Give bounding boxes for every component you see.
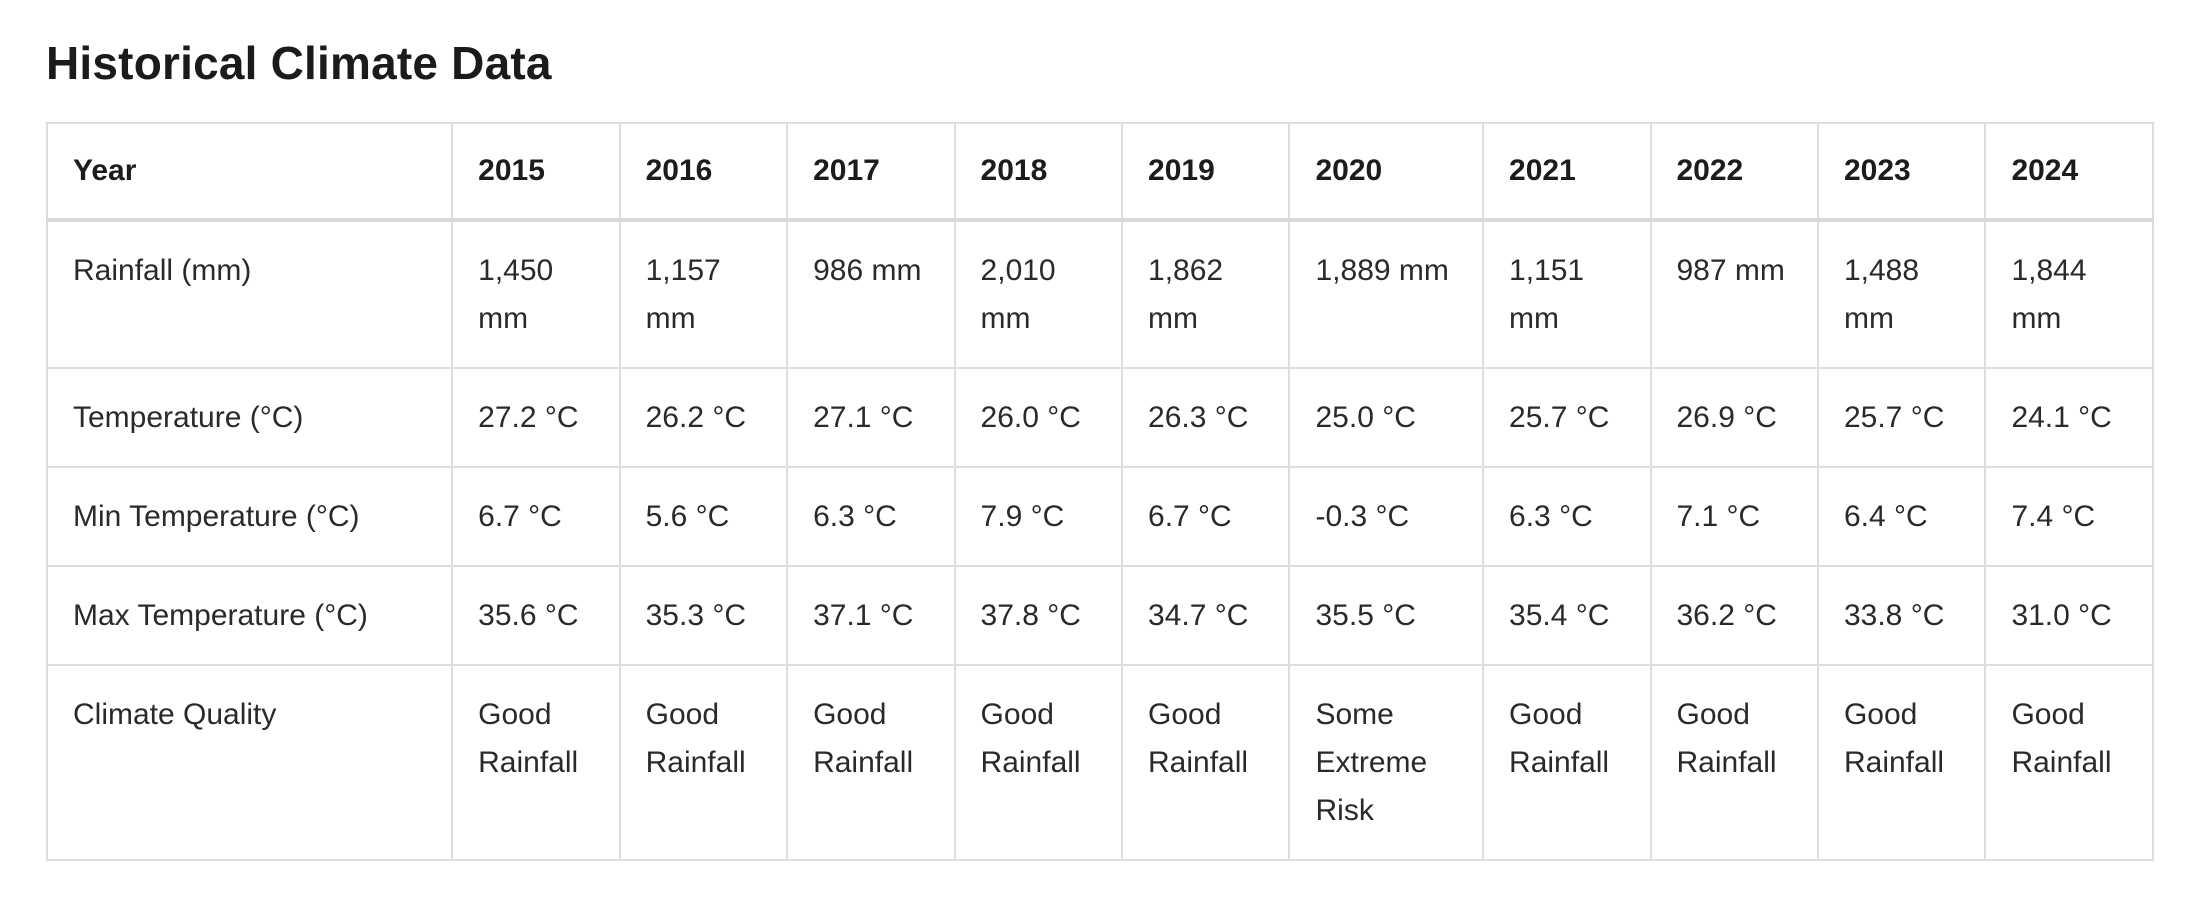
table-cell: 26.3 °C bbox=[1121, 367, 1291, 468]
table-cell: 987 mm bbox=[1649, 219, 1819, 369]
table-cell: 25.7 °C bbox=[1482, 367, 1652, 468]
column-header: 2021 bbox=[1482, 122, 1652, 221]
table-cell: 37.8 °C bbox=[953, 565, 1124, 666]
column-header: 2022 bbox=[1649, 122, 1819, 221]
column-header: 2020 bbox=[1288, 122, 1485, 221]
table-cell: 6.4 °C bbox=[1816, 466, 1987, 567]
table-cell: 1,488 mm bbox=[1816, 219, 1987, 369]
table-cell: Good Rainfall bbox=[1984, 664, 2154, 861]
table-cell: 27.1 °C bbox=[786, 367, 956, 468]
table-cell: Good Rainfall bbox=[1482, 664, 1652, 861]
column-header: 2017 bbox=[786, 122, 956, 221]
column-header: 2024 bbox=[1984, 122, 2154, 221]
table-cell: -0.3 °C bbox=[1288, 466, 1485, 567]
table-cell: 35.4 °C bbox=[1482, 565, 1652, 666]
table-cell: 1,844 mm bbox=[1984, 219, 2154, 369]
table-cell: 1,889 mm bbox=[1288, 219, 1485, 369]
table-cell: 37.1 °C bbox=[786, 565, 956, 666]
table-cell: 1,450 mm bbox=[451, 219, 621, 369]
table-cell: 1,151 mm bbox=[1482, 219, 1652, 369]
table-cell: 5.6 °C bbox=[618, 466, 789, 567]
table-cell: 6.7 °C bbox=[1121, 466, 1291, 567]
table-cell: 36.2 °C bbox=[1649, 565, 1819, 666]
table-cell: Good Rainfall bbox=[618, 664, 789, 861]
table-cell: 6.3 °C bbox=[786, 466, 956, 567]
table-cell: Some Extreme Risk bbox=[1288, 664, 1485, 861]
table-cell: 27.2 °C bbox=[451, 367, 621, 468]
table-cell: 31.0 °C bbox=[1984, 565, 2154, 666]
table-cell: 6.7 °C bbox=[451, 466, 621, 567]
table-cell: 7.4 °C bbox=[1984, 466, 2154, 567]
table-cell: Good Rainfall bbox=[1121, 664, 1291, 861]
table-cell: 7.9 °C bbox=[953, 466, 1124, 567]
page: Historical Climate Data Year 2015 2016 2017… bbox=[45, 37, 2154, 861]
column-header: 2015 bbox=[451, 122, 621, 221]
table-cell: 7.1 °C bbox=[1649, 466, 1819, 567]
table-cell: 35.3 °C bbox=[618, 565, 789, 666]
column-header: 2019 bbox=[1121, 122, 1291, 221]
table-cell: 986 mm bbox=[786, 219, 956, 369]
table-row: Min Temperature (°C) 6.7 °C 5.6 °C 6.3 °C 7.… bbox=[45, 466, 2154, 567]
table-cell: 26.2 °C bbox=[618, 367, 789, 468]
table-row: Rainfall (mm) 1,450 mm 1,157 mm 986 mm 2,010… bbox=[45, 219, 2154, 369]
column-header: 2016 bbox=[618, 122, 789, 221]
table-cell: 34.7 °C bbox=[1121, 565, 1291, 666]
table-cell: 35.6 °C bbox=[451, 565, 621, 666]
table-row: Temperature (°C) 27.2 °C 26.2 °C 27.1 °C 26.… bbox=[45, 367, 2154, 468]
table-cell: 1,157 mm bbox=[618, 219, 789, 369]
table-cell: Good Rainfall bbox=[1649, 664, 1819, 861]
table-cell: 26.9 °C bbox=[1649, 367, 1819, 468]
row-label: Climate Quality bbox=[45, 664, 454, 861]
table-cell: Good Rainfall bbox=[451, 664, 621, 861]
table-cell: Good Rainfall bbox=[1816, 664, 1987, 861]
table-cell: Good Rainfall bbox=[786, 664, 956, 861]
table-row: Max Temperature (°C) 35.6 °C 35.3 °C 37.1 °… bbox=[45, 565, 2154, 666]
table-cell: 35.5 °C bbox=[1288, 565, 1485, 666]
row-label: Rainfall (mm) bbox=[45, 219, 454, 369]
table-body: Rainfall (mm) 1,450 mm 1,157 mm 986 mm 2,010… bbox=[45, 219, 2154, 861]
table-cell: 26.0 °C bbox=[953, 367, 1124, 468]
table-cell: 24.1 °C bbox=[1984, 367, 2154, 468]
table-cell: Good Rainfall bbox=[953, 664, 1124, 861]
column-header: 2023 bbox=[1816, 122, 1987, 221]
table-cell: 33.8 °C bbox=[1816, 565, 1987, 666]
climate-table: Year 2015 2016 2017 2018 2019 2020 2021 2022 2023… bbox=[45, 122, 2154, 861]
table-cell: 6.3 °C bbox=[1482, 466, 1652, 567]
table-cell: 25.0 °C bbox=[1288, 367, 1485, 468]
column-header-year: Year bbox=[45, 122, 454, 221]
row-label: Min Temperature (°C) bbox=[45, 466, 454, 567]
row-label: Temperature (°C) bbox=[45, 367, 454, 468]
column-header: 2018 bbox=[953, 122, 1124, 221]
table-cell: 25.7 °C bbox=[1816, 367, 1987, 468]
row-label: Max Temperature (°C) bbox=[45, 565, 454, 666]
table-cell: 2,010 mm bbox=[953, 219, 1124, 369]
table-header-row: Year 2015 2016 2017 2018 2019 2020 2021 2022 2023… bbox=[45, 122, 2154, 221]
page-title: Historical Climate Data bbox=[46, 37, 552, 89]
table-cell: 1,862 mm bbox=[1121, 219, 1291, 369]
table-row: Climate Quality Good Rainfall Good Rainfal… bbox=[45, 664, 2154, 861]
